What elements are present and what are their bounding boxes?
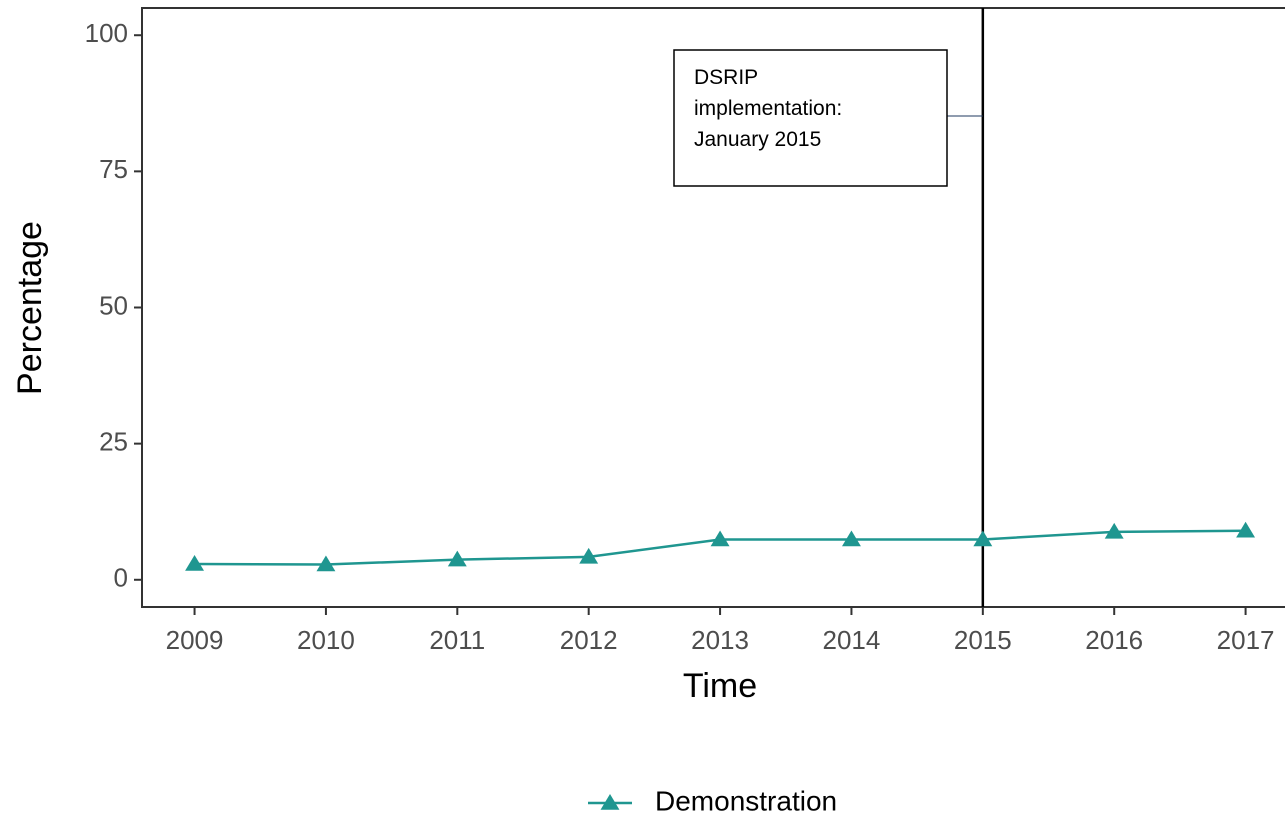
x-axis-title: Time — [683, 667, 757, 705]
x-tick-label: 2009 — [166, 625, 224, 655]
y-tick-label: 25 — [99, 427, 128, 457]
y-tick-label: 75 — [99, 154, 128, 184]
marker — [316, 555, 336, 572]
x-tick-label: 2012 — [560, 625, 618, 655]
legend-marker — [600, 794, 620, 810]
x-tick-label: 2014 — [823, 625, 881, 655]
y-axis-title: Percentage — [11, 221, 49, 395]
x-tick-label: 2010 — [297, 625, 355, 655]
marker — [185, 554, 205, 571]
y-tick-label: 0 — [114, 563, 128, 593]
x-tick-label: 2011 — [429, 625, 485, 655]
marker — [1236, 521, 1256, 538]
legend-label: Demonstration — [655, 785, 837, 816]
marker — [579, 547, 599, 564]
marker — [447, 550, 467, 567]
y-tick-label: 100 — [85, 18, 128, 48]
x-tick-label: 2016 — [1085, 625, 1143, 655]
marker — [973, 530, 993, 547]
annotation-text: implementation: — [694, 97, 842, 120]
x-tick-label: 2015 — [954, 625, 1012, 655]
marker — [841, 530, 861, 547]
x-tick-label: 2013 — [691, 625, 749, 655]
x-tick-label: 2017 — [1217, 625, 1275, 655]
y-tick-label: 50 — [99, 290, 128, 320]
marker — [710, 530, 730, 547]
annotation-box — [673, 49, 948, 187]
annotation-text: DSRIP — [694, 66, 758, 89]
annotation-text: January 2015 — [694, 128, 821, 151]
marker — [1104, 522, 1124, 539]
